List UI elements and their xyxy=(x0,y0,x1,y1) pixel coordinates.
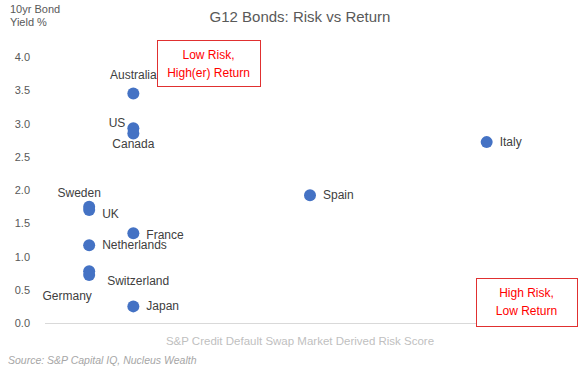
chart: G12 Bonds: Risk vs Return 10yr BondYield … xyxy=(0,0,584,371)
annotation-text: Low Risk, xyxy=(182,48,234,62)
y-tick-label: 3.0 xyxy=(15,118,30,130)
y-tick-label: 2.5 xyxy=(15,151,30,163)
annotation-text: Low Return xyxy=(496,304,557,318)
y-tick-label: 1.5 xyxy=(15,217,30,229)
point xyxy=(83,239,95,251)
annotation: High Risk, Low Return xyxy=(477,279,578,327)
point-label: US xyxy=(109,116,126,130)
point-label: Switzerland xyxy=(107,274,169,288)
point-label: Germany xyxy=(42,289,91,303)
annotation-text: High Risk, xyxy=(499,286,554,300)
point-label: UK xyxy=(102,207,119,221)
annotation-text: High(er) Return xyxy=(167,66,250,80)
point xyxy=(481,136,493,148)
point-label: Netherlands xyxy=(102,238,167,252)
source: Source: S&P Capital IQ, Nucleus Wealth xyxy=(8,354,197,366)
point-label: Australia xyxy=(110,68,157,82)
y-tick-label: 1.0 xyxy=(15,251,30,263)
y-tick-label: 4.0 xyxy=(15,51,30,63)
point-labels: AustraliaUSCanadaItalySpainSwedenUKFranc… xyxy=(42,68,521,314)
y-tick-label: 0.5 xyxy=(15,284,30,296)
point xyxy=(83,204,95,216)
y-tick-label: 3.5 xyxy=(15,84,30,96)
y-axis-label: Yield % xyxy=(10,16,47,28)
point-label: Canada xyxy=(112,137,154,151)
annotation-box xyxy=(477,279,578,327)
y-tick-label: 2.0 xyxy=(15,184,30,196)
point-label: Spain xyxy=(323,188,354,202)
point xyxy=(127,88,139,100)
points xyxy=(83,88,493,313)
point-label: Sweden xyxy=(57,186,100,200)
y-tick-label: 0.0 xyxy=(15,317,30,329)
annotation: Low Risk, High(er) Return xyxy=(158,41,261,87)
point-label: Japan xyxy=(146,299,179,313)
point xyxy=(83,269,95,281)
point xyxy=(304,189,316,201)
point xyxy=(127,300,139,312)
annotation-box xyxy=(158,41,261,87)
y-axis-label: 10yr Bond xyxy=(10,3,60,15)
x-axis-label: S&P Credit Default Swap Market Derived R… xyxy=(166,335,434,347)
title: G12 Bonds: Risk vs Return xyxy=(210,8,391,25)
point-label: Italy xyxy=(500,135,522,149)
